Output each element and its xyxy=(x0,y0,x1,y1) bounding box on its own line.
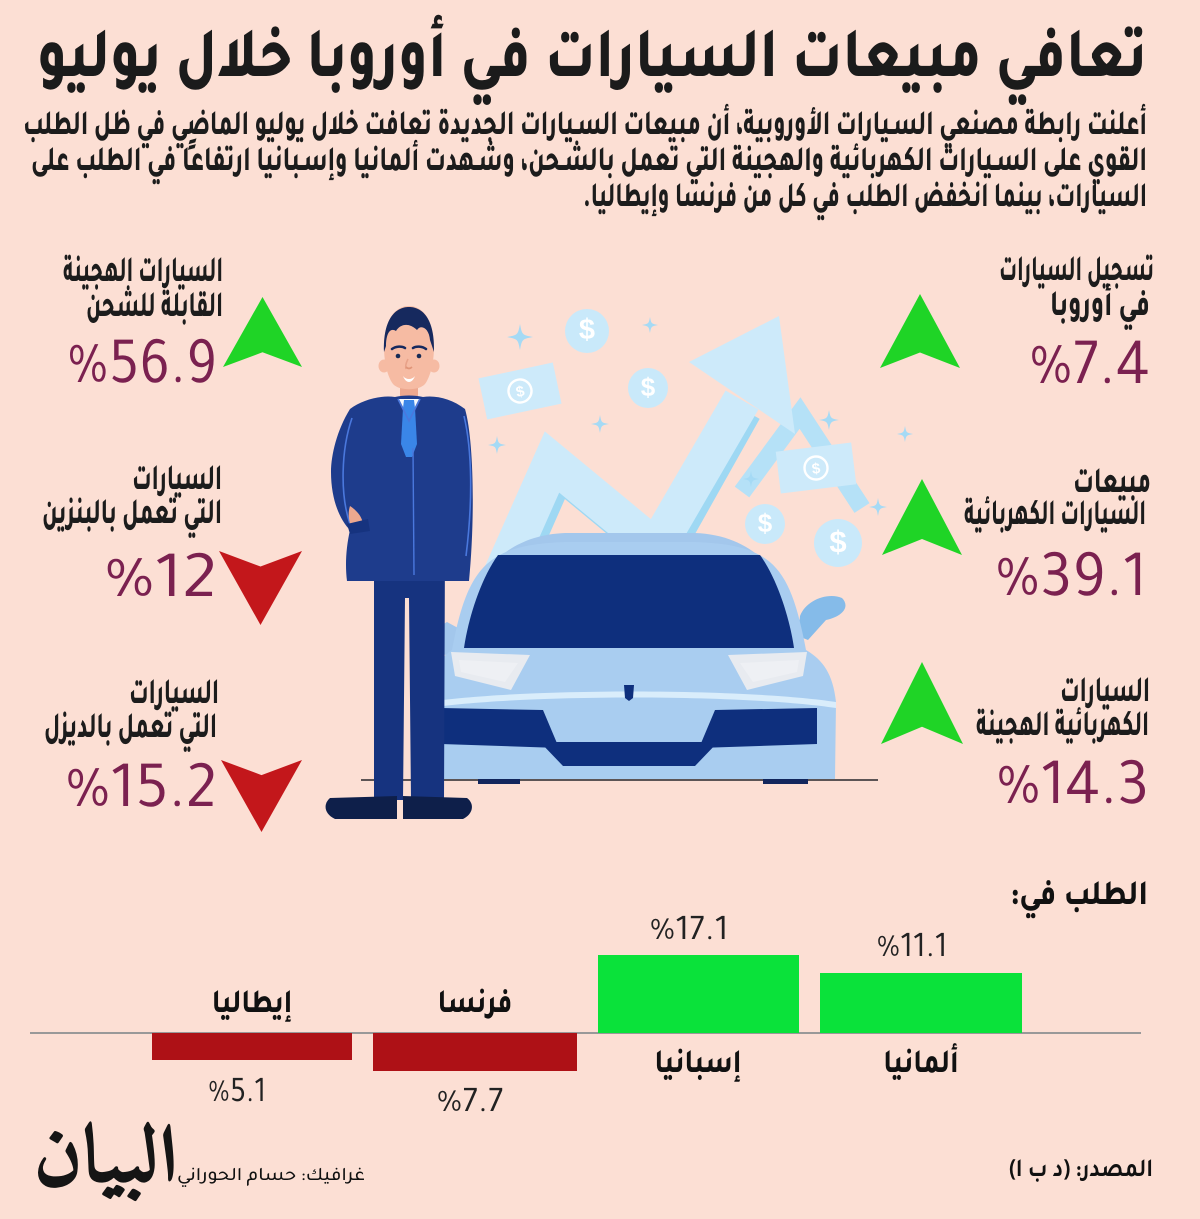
svg-text:$: $ xyxy=(811,460,822,478)
svg-text:$: $ xyxy=(829,524,846,559)
svg-text:$: $ xyxy=(758,508,773,538)
svg-text:$: $ xyxy=(641,372,656,402)
svg-text:$: $ xyxy=(579,314,595,346)
